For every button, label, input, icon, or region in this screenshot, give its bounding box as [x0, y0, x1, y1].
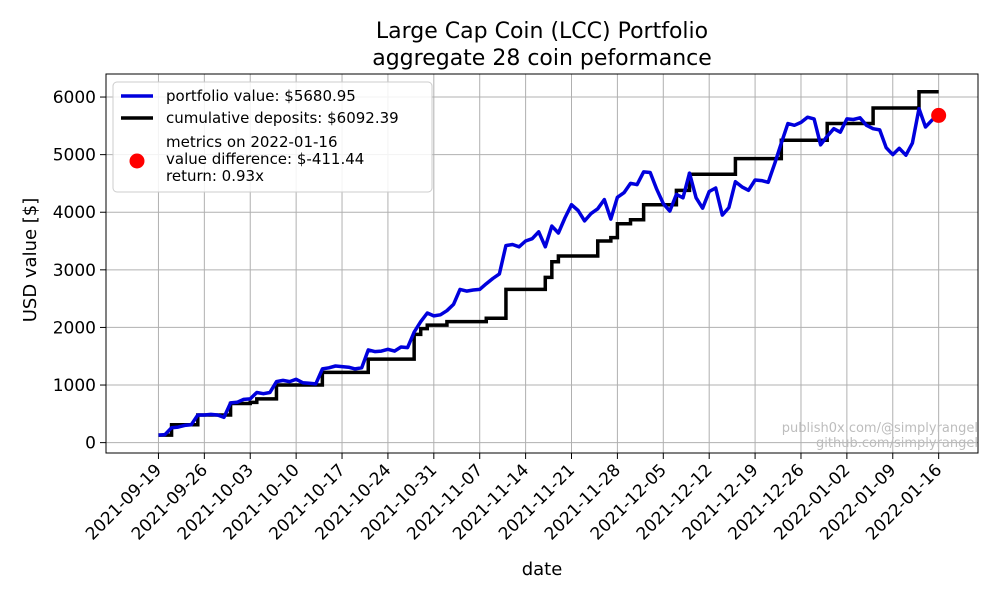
legend-metrics-return: return: 0.93x: [166, 167, 264, 185]
chart-title-line1: Large Cap Coin (LCC) Portfolio: [376, 19, 708, 44]
legend-metrics-difference: value difference: $-411.44: [166, 150, 364, 168]
series-line-portfolio: [158, 106, 940, 437]
legend-swatch-metrics: [129, 153, 145, 169]
y-axis-label: USD value [$]: [20, 198, 41, 323]
y-tick-label: 5000: [53, 146, 96, 166]
metrics-marker: [931, 107, 947, 123]
legend-entry-deposits: cumulative deposits: $6092.39: [166, 109, 399, 127]
plot-frame: [105, 73, 979, 454]
legend-box: [112, 81, 433, 193]
series-layer: [158, 89, 947, 437]
legend: portfolio value: $5680.95 cumulative dep…: [112, 81, 433, 193]
legend-metrics-date: metrics on 2022-01-16: [166, 133, 338, 151]
y-tick-label: 3000: [53, 261, 96, 281]
y-tick-label: 0: [85, 434, 96, 454]
y-tick-label: 4000: [53, 203, 96, 223]
x-axis-ticks: 2021-09-192021-09-262021-10-032021-10-10…: [82, 453, 946, 544]
watermark-publish0x: publish0x.com/@simplyrangel: [782, 421, 978, 436]
legend-entry-portfolio: portfolio value: $5680.95: [166, 87, 356, 105]
chart-title-line2: aggregate 28 coin peformance: [372, 46, 712, 71]
y-tick-label: 6000: [53, 88, 96, 108]
y-tick-label: 1000: [53, 376, 96, 396]
y-tick-label: 2000: [53, 318, 96, 338]
series-line-deposits: [158, 89, 939, 437]
watermark-github: github.com/simplyrangel: [816, 436, 978, 451]
x-axis-label: date: [522, 559, 563, 580]
y-axis-ticks: 0 1000 2000 3000 4000 5000 6000: [53, 88, 106, 454]
